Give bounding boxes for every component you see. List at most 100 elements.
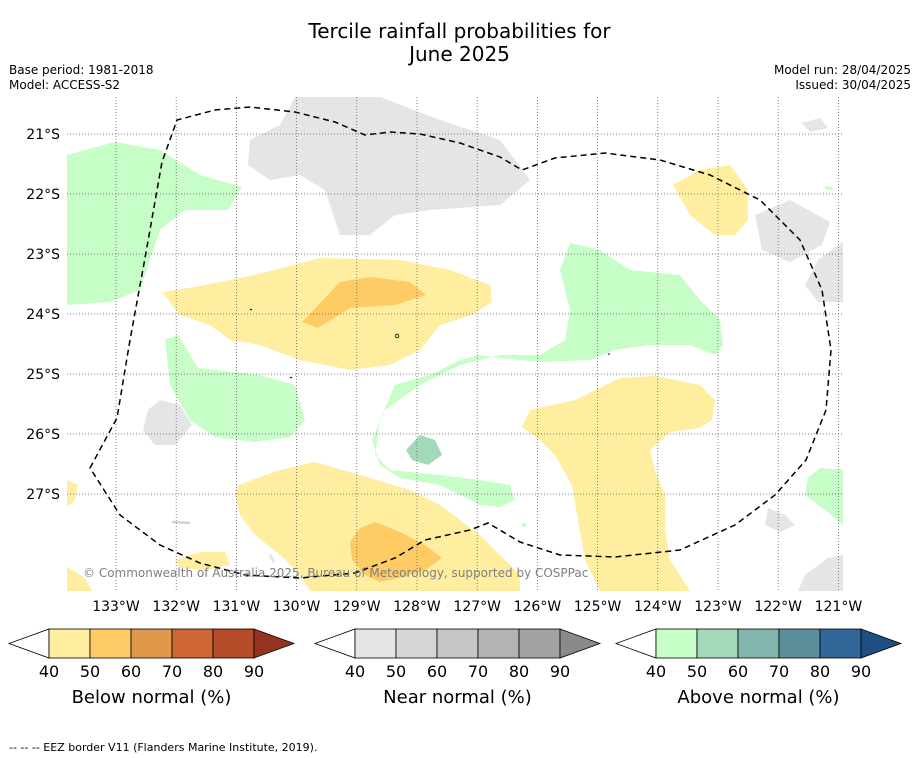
- colorbar-segment: [212, 628, 255, 659]
- lat-tick-label: 24°S: [26, 307, 60, 323]
- colorbar-segment: [354, 628, 397, 659]
- colorbar-label: Below normal (%): [72, 687, 232, 708]
- map-area: [67, 97, 843, 591]
- colorbar-segment: [778, 628, 821, 659]
- colorbar-extend-low: [614, 628, 657, 659]
- near-normal-region: [805, 242, 843, 302]
- map-title-line2: June 2025: [409, 42, 510, 66]
- colorbars: 40 50 60 70 80 90 Below normal (%) 40 50 60 70 80 90…: [7, 628, 903, 708]
- lat-tick-label: 25°S: [26, 367, 60, 383]
- colorbar-tick-label: 50: [80, 662, 100, 681]
- below-normal-region: [175, 552, 230, 570]
- near-normal-region: [755, 200, 830, 262]
- lon-tick-label: 127°W: [453, 599, 501, 615]
- contour-mark: [394, 333, 400, 339]
- colorbar-tick-label: 40: [39, 662, 59, 681]
- issued-date: Issued: 30/04/2025: [795, 78, 911, 92]
- near-normal-region: [248, 97, 530, 235]
- near-normal-region: [802, 118, 828, 132]
- colorbar-segment: [395, 628, 438, 659]
- above-normal-regions: [67, 142, 843, 527]
- colorbar-segment: [130, 628, 173, 659]
- latitude-labels: 21°S 22°S 23°S 24°S 25°S 26°S 27°S: [26, 127, 60, 503]
- contour-mark: [268, 554, 276, 563]
- lat-tick-label: 27°S: [26, 487, 60, 503]
- colorbar-tick-label: 60: [121, 662, 141, 681]
- below-normal-regions: [67, 165, 748, 591]
- colorbar-segment: [518, 628, 561, 659]
- colorbar-segment: [89, 628, 132, 659]
- colorbar-segment: [655, 628, 698, 659]
- above-normal-region: [372, 243, 723, 507]
- colorbar-extend-high: [253, 628, 296, 659]
- model-run: Model run: 28/04/2025: [773, 63, 911, 77]
- colorbar-extend-low: [7, 628, 50, 659]
- lon-tick-label: 123°W: [694, 599, 742, 615]
- colorbar-segment: [819, 628, 862, 659]
- above-normal-region: [522, 523, 526, 527]
- lat-tick-label: 26°S: [26, 427, 60, 443]
- below-normal-50-region: [302, 277, 426, 328]
- lon-tick-label: 125°W: [574, 599, 622, 615]
- above-normal-region: [165, 335, 305, 442]
- colorbar-segment: [477, 628, 520, 659]
- colorbar: 40 50 60 70 80 90 Near normal (%): [313, 628, 602, 708]
- lon-tick-label: 121°W: [815, 599, 863, 615]
- colorbar-segment: [48, 628, 91, 659]
- near-normal-region: [798, 555, 843, 591]
- contour-mark: [171, 521, 191, 524]
- colorbar-segment: [436, 628, 479, 659]
- near-normal-region: [143, 400, 192, 445]
- lon-tick-label: 128°W: [393, 599, 441, 615]
- near-normal-regions: [143, 97, 843, 591]
- above-normal-region: [825, 186, 833, 190]
- lon-tick-label: 133°W: [92, 599, 140, 615]
- lon-tick-label: 126°W: [514, 599, 562, 615]
- colorbar-tick-label: 90: [550, 662, 570, 681]
- lon-tick-label: 130°W: [273, 599, 321, 615]
- above-normal-region: [67, 142, 242, 305]
- colorbar-tick-label: 50: [386, 662, 406, 681]
- above-normal-50-region: [406, 435, 442, 465]
- colorbar-tick-label: 40: [345, 662, 365, 681]
- colorbar: 40 50 60 70 80 90 Above normal (%): [614, 628, 903, 708]
- colorbar-extend-low: [313, 628, 356, 659]
- below-normal-region: [522, 376, 715, 591]
- map-title-line1: Tercile rainfall probabilities for: [308, 19, 611, 43]
- colorbar-tick-label: 50: [687, 662, 707, 681]
- colorbar-tick-label: 60: [427, 662, 447, 681]
- colorbar-tick-label: 70: [468, 662, 488, 681]
- colorbar-tick-label: 80: [203, 662, 223, 681]
- lon-tick-label: 131°W: [213, 599, 261, 615]
- base-period: Base period: 1981-2018: [9, 63, 154, 77]
- colorbar-extend-high: [559, 628, 602, 659]
- lon-tick-label: 129°W: [333, 599, 381, 615]
- below-normal-region: [673, 165, 748, 235]
- colorbar-segment: [737, 628, 780, 659]
- colorbar-tick-label: 90: [244, 662, 264, 681]
- colorbar-tick-label: 80: [509, 662, 529, 681]
- colorbar-tick-label: 70: [769, 662, 789, 681]
- longitude-labels: 133°W 132°W 131°W 130°W 129°W 128°W 127°W 126°W…: [92, 599, 862, 615]
- colorbar-tick-label: 60: [728, 662, 748, 681]
- gridlines: [67, 97, 843, 591]
- lon-tick-label: 132°W: [152, 599, 200, 615]
- lat-tick-label: 21°S: [26, 127, 60, 143]
- near-normal-region: [765, 508, 795, 532]
- below-normal-region: [67, 567, 92, 591]
- lon-tick-label: 124°W: [634, 599, 682, 615]
- eez-legend-text: -- -- -- EEZ border V11 (Flanders Marine…: [9, 741, 317, 754]
- colorbar-tick-label: 90: [851, 662, 871, 681]
- colorbar-segment: [696, 628, 739, 659]
- contour-mark: [249, 308, 253, 311]
- eez-border: [89, 106, 832, 579]
- colorbar-label: Above normal (%): [677, 687, 839, 708]
- below-normal-region: [67, 480, 78, 507]
- lat-tick-label: 22°S: [26, 187, 60, 203]
- above-normal-region: [805, 468, 843, 525]
- colorbar-segment: [171, 628, 214, 659]
- colorbar: 40 50 60 70 80 90 Below normal (%): [7, 628, 296, 708]
- colorbar-label: Near normal (%): [383, 687, 532, 708]
- contour-mark: [289, 376, 293, 379]
